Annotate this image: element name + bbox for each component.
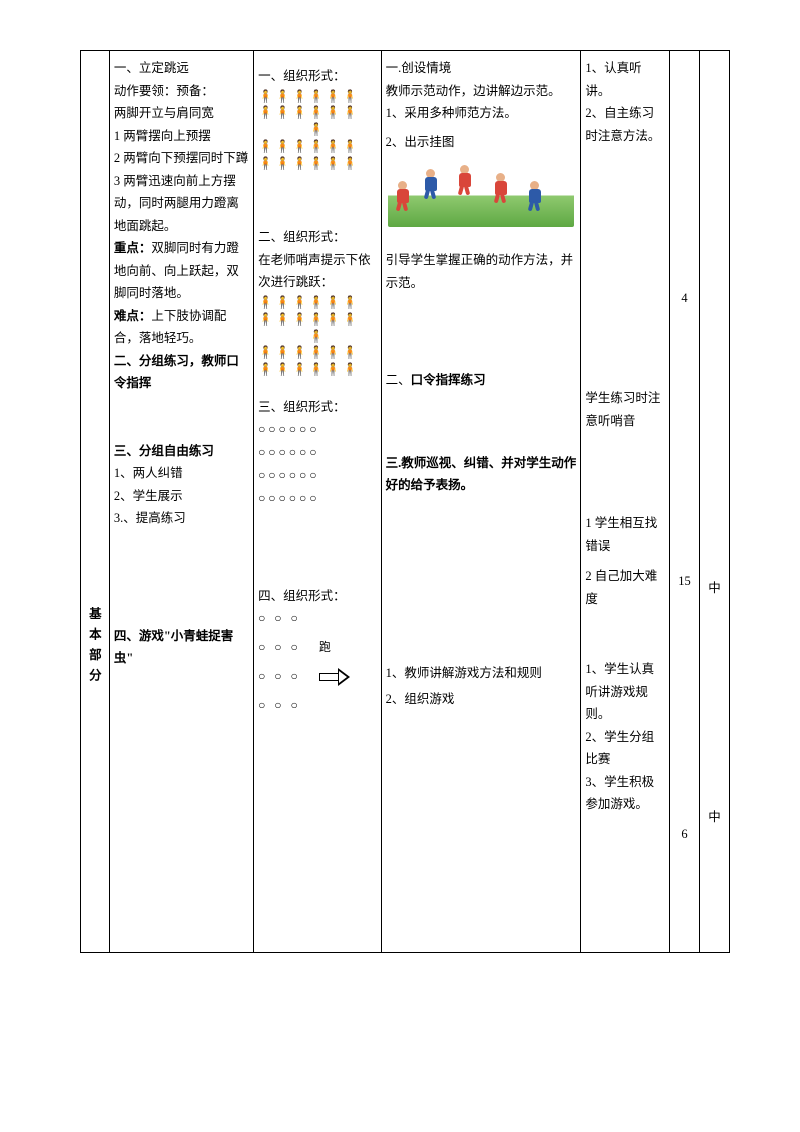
r3-line: 1 学生相互找错误 xyxy=(585,512,665,557)
student-activity-r3: 1、学生认真听讲游戏规则。 2、学生分组比赛 3、学生积极参加游戏。 xyxy=(581,646,670,952)
form4-label: 四、组织形式： xyxy=(258,585,377,608)
intensity-lower: 中 xyxy=(700,646,730,952)
item1-line: 两脚开立与肩同宽 xyxy=(114,102,249,125)
r4-line: 1、学生认真听讲游戏规则。 xyxy=(585,658,665,726)
time-r3: 6 xyxy=(670,646,700,952)
s2: 二、口令指挥练习 xyxy=(386,369,577,392)
item1-line: 2 两臂向下预摆同时下蹲 xyxy=(114,147,249,170)
formation-diagram-2: 🧍🧍🧍🧍🧍🧍 🧍🧍🧍🧍🧍🧍 🧍 🧍🧍🧍🧍🧍🧍 🧍🧍🧍🧍🧍🧍 xyxy=(258,294,377,378)
form3-label: 三、组织形式： xyxy=(258,396,377,419)
item3-line: 3.、提高练习 xyxy=(114,507,249,530)
form2-label: 二、组织形式： xyxy=(258,226,377,249)
item2: 二、分组练习，教师口令指挥 xyxy=(114,350,249,395)
item1-key: 重点：双脚同时有力蹬地向前、向上跃起，双脚同时落地。 xyxy=(114,237,249,305)
arrow-icon xyxy=(319,671,351,683)
formation-diagram-3: ○○○○○○ ○○○○○○ ○○○○○○ ○○○○○○ xyxy=(258,418,377,509)
formation-cell: 一、组织形式： 🧍🧍🧍🧍🧍🧍 🧍🧍🧍🧍🧍🧍 🧍 🧍🧍🧍🧍🧍🧍 🧍🧍🧍🧍🧍🧍 二、… xyxy=(254,51,382,953)
s4-line: 1、教师讲解游戏方法和规则 xyxy=(386,662,577,685)
item3-line: 2、学生展示 xyxy=(114,485,249,508)
time-r1: 4 xyxy=(670,51,700,477)
content-cell: 一、立定跳远 动作要领：预备： 两脚开立与肩同宽 1 两臂摆向上预摆 2 两臂向… xyxy=(109,51,253,953)
s1-line: 引导学生掌握正确的动作方法，并示范。 xyxy=(386,249,577,294)
formation-diagram-4: ○ ○ ○ ○ ○ ○ 跑 ○ ○ ○ ○ ○ ○ xyxy=(258,607,377,716)
table-row: 基本部分 一、立定跳远 动作要领：预备： 两脚开立与肩同宽 1 两臂摆向上预摆 … xyxy=(81,51,730,477)
time-r2: 15 xyxy=(670,476,700,646)
lesson-plan-table: 基本部分 一、立定跳远 动作要领：预备： 两脚开立与肩同宽 1 两臂摆向上预摆 … xyxy=(80,50,730,953)
item1-line: 3 两臂迅速向前上方摆动，同时两腿用力蹬离地面跳起。 xyxy=(114,170,249,238)
r4-line: 2、学生分组比赛 xyxy=(585,726,665,771)
r1-line: 2、自主练习时注意方法。 xyxy=(585,102,665,147)
r1-line: 1、认真听讲。 xyxy=(585,57,665,102)
s1-line: 1、采用多种师范方法。 xyxy=(386,102,577,125)
r2: 学生练习时注意听哨音 xyxy=(585,387,665,432)
formation-diagram-1: 🧍🧍🧍🧍🧍🧍 🧍🧍🧍🧍🧍🧍 🧍 🧍🧍🧍🧍🧍🧍 🧍🧍🧍🧍🧍🧍 xyxy=(258,88,377,172)
item1-diff: 难点：上下肢协调配合，落地轻巧。 xyxy=(114,305,249,350)
document-page: 基本部分 一、立定跳远 动作要领：预备： 两脚开立与肩同宽 1 两臂摆向上预摆 … xyxy=(0,0,800,1003)
s1-title: 一.创设情境 xyxy=(386,57,577,80)
teacher-activity-cell: 一.创设情境 教师示范动作，边讲解边示范。 1、采用多种师范方法。 2、出示挂图… xyxy=(381,51,581,953)
student-activity-r1: 1、认真听讲。 2、自主练习时注意方法。 学生练习时注意听哨音 xyxy=(581,51,670,477)
r3-line: 2 自己加大难度 xyxy=(585,565,665,610)
section-label: 基本部分 xyxy=(81,51,110,953)
item1-line: 动作要领：预备： xyxy=(114,80,249,103)
s3: 三.教师巡视、纠错、并对学生动作好的给予表扬。 xyxy=(386,452,577,497)
form2-note: 在老师哨声提示下依次进行跳跃： xyxy=(258,249,377,294)
form1-label: 一、组织形式： xyxy=(258,65,377,88)
item1-line: 1 两臂摆向上预摆 xyxy=(114,125,249,148)
s4-line: 2、组织游戏 xyxy=(386,688,577,711)
item1-title: 一、立定跳远 xyxy=(114,57,249,80)
intensity-upper: 中 xyxy=(700,51,730,647)
item3-line: 1、两人纠错 xyxy=(114,462,249,485)
r4-line: 3、学生积极参加游戏。 xyxy=(585,771,665,816)
item3-title: 三、分组自由练习 xyxy=(114,440,249,463)
student-activity-r2: 1 学生相互找错误 2 自己加大难度 xyxy=(581,476,670,646)
jump-illustration xyxy=(388,157,575,227)
s1-line: 教师示范动作，边讲解边示范。 xyxy=(386,80,577,103)
item4: 四、游戏"小青蛙捉害虫" xyxy=(114,625,249,670)
s1-line: 2、出示挂图 xyxy=(386,131,577,154)
